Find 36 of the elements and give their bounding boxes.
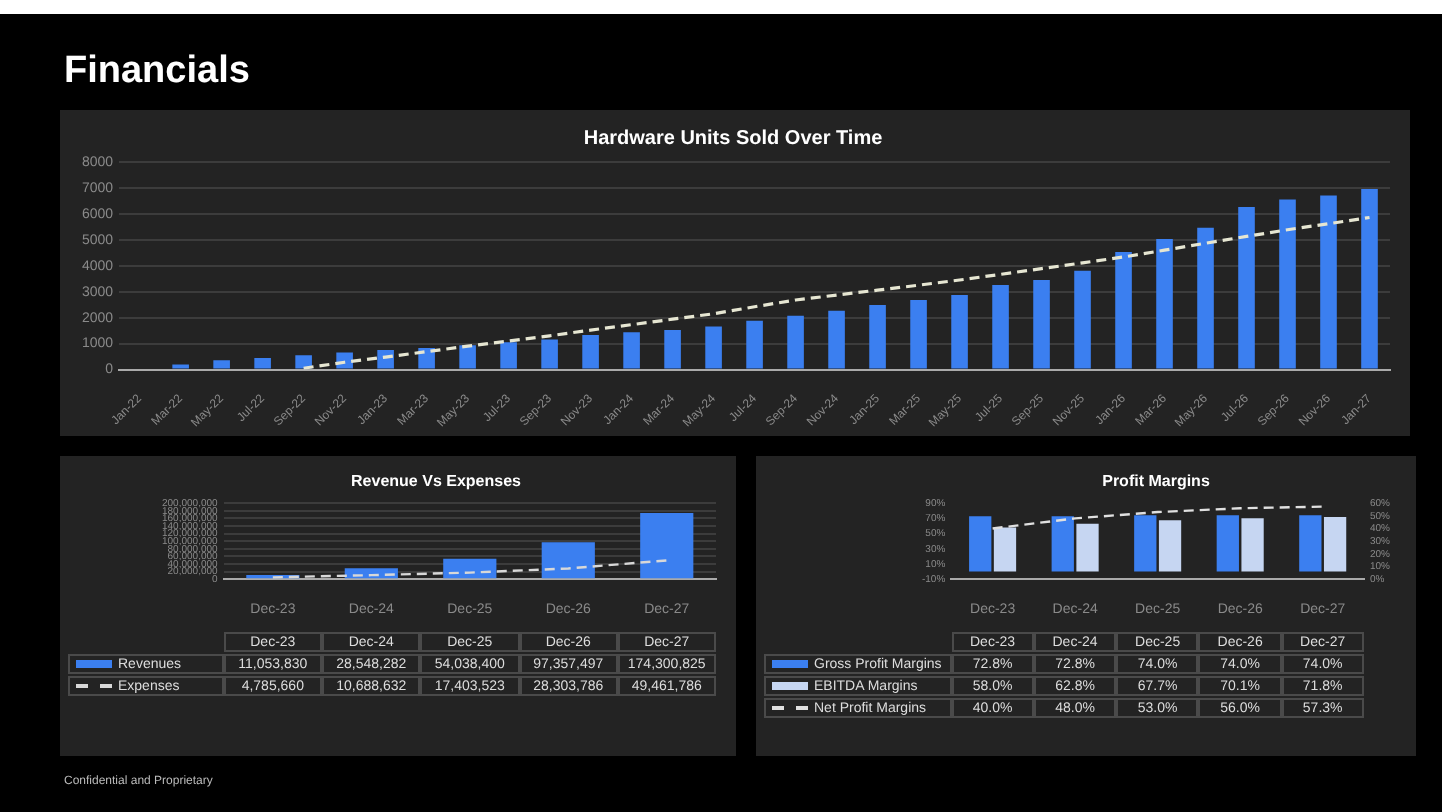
line-series xyxy=(302,215,1372,370)
bar xyxy=(1156,239,1173,369)
bar xyxy=(377,350,394,369)
bar xyxy=(500,342,517,369)
bar xyxy=(1279,199,1296,369)
bar xyxy=(1074,270,1091,369)
bar xyxy=(910,300,927,369)
chart-title: Revenue Vs Expenses xyxy=(351,472,523,491)
bar xyxy=(869,304,886,369)
bar xyxy=(541,339,558,369)
bar xyxy=(828,310,845,369)
bar xyxy=(787,315,804,369)
bar xyxy=(664,330,681,369)
bar xyxy=(1115,252,1132,369)
bar xyxy=(443,558,497,579)
bar xyxy=(1033,280,1050,369)
bar xyxy=(1320,195,1337,369)
bar xyxy=(459,345,476,369)
bar xyxy=(992,284,1009,369)
chart-title: Hardware Units Sold Over Time xyxy=(583,127,884,150)
bar xyxy=(254,358,271,369)
bar xyxy=(640,512,694,579)
bar xyxy=(541,542,595,579)
bar xyxy=(1361,188,1378,369)
bar xyxy=(623,332,640,369)
line-series xyxy=(991,505,1324,530)
bar xyxy=(746,320,763,369)
chart-title: Profit Margins xyxy=(1102,472,1211,491)
bar xyxy=(1238,206,1255,369)
text: Financials xyxy=(64,50,250,94)
bar xyxy=(705,326,722,369)
line-series xyxy=(271,559,668,579)
bar xyxy=(213,360,230,369)
bar xyxy=(1197,227,1214,369)
bar xyxy=(582,335,599,369)
bar xyxy=(951,295,968,369)
